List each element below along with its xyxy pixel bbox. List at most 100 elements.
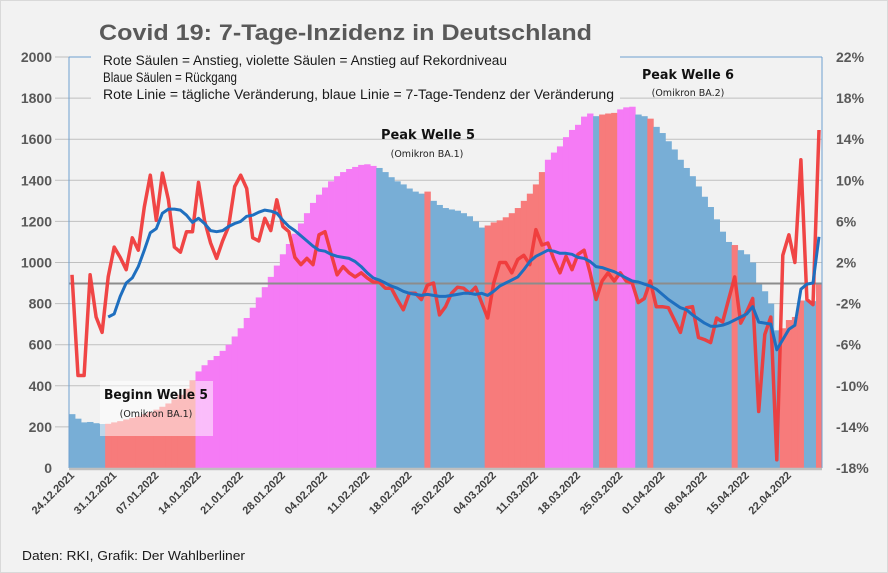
bar-record	[550, 152, 558, 468]
left-axis: 0 200 400 600 800 1000 1200 1400 1600 1800 2000	[21, 49, 52, 476]
annotation-title: Peak Welle 6	[642, 68, 734, 83]
bar-decline	[81, 422, 88, 468]
left-tick-label: 1600	[21, 131, 52, 147]
bar-decline	[430, 200, 437, 468]
bar-decline	[400, 184, 407, 468]
bar-decline	[641, 116, 648, 469]
bar-decline	[448, 209, 455, 469]
bar-rise	[490, 222, 498, 468]
bar-rise	[797, 300, 805, 468]
right-tick-label: 2%	[836, 255, 857, 271]
bar-record	[309, 202, 317, 468]
bar-decline	[99, 424, 106, 468]
bar-decline	[701, 196, 708, 469]
bar-rise	[532, 184, 540, 468]
bar-record	[225, 344, 233, 468]
bar-record	[285, 244, 293, 468]
bar-decline	[593, 116, 600, 469]
chart-title: Covid 19: 7-Tage-Inzidenz in Deutschland	[99, 20, 592, 45]
annotation-subtitle: (Omikron BA.2)	[652, 88, 725, 99]
bar-record	[243, 317, 251, 468]
bar-decline	[725, 241, 733, 468]
bar-record	[213, 356, 220, 468]
annotation-title: Peak Welle 5	[381, 128, 475, 143]
left-tick-label: 1200	[21, 213, 52, 229]
bar-decline	[394, 181, 401, 468]
bar-decline	[442, 208, 449, 469]
bar-decline	[87, 421, 94, 468]
bar-record	[231, 336, 239, 468]
bar-decline	[412, 191, 419, 468]
bar-decline	[69, 414, 76, 468]
bar-decline	[749, 262, 757, 468]
trend-7day-line	[107, 207, 821, 352]
bar-decline	[713, 219, 720, 468]
bar-decline	[472, 221, 480, 468]
bar-rise	[111, 422, 118, 468]
bar-decline	[743, 254, 751, 468]
bar-rise	[785, 320, 793, 468]
bar-record	[364, 164, 371, 468]
bar-record	[322, 187, 329, 469]
legend-box	[91, 49, 620, 103]
bar-decline	[436, 204, 443, 468]
bar-record	[279, 254, 287, 468]
bar-decline	[388, 177, 395, 468]
bar-decline	[767, 303, 775, 468]
bar-record	[562, 137, 570, 468]
bar-decline	[737, 250, 745, 468]
left-tick-label: 600	[29, 337, 53, 353]
bar-record	[328, 181, 335, 468]
bar-rise	[611, 112, 618, 469]
annotation-subtitle: (Omikron BA.1)	[391, 149, 464, 160]
bar-rise	[779, 328, 787, 468]
right-tick-label: 6%	[836, 213, 857, 229]
bar-rise	[791, 316, 799, 468]
bar-record	[261, 287, 269, 468]
bar-decline	[75, 418, 82, 468]
bar-decline	[671, 149, 678, 468]
bar-rise	[141, 414, 148, 468]
bar-decline	[761, 291, 769, 468]
bar-record	[297, 223, 305, 468]
bar-rise	[496, 220, 504, 468]
left-tick-label: 2000	[21, 49, 52, 65]
bar-decline	[689, 176, 696, 468]
bar-decline	[653, 126, 660, 469]
bar-record	[544, 159, 552, 468]
bar-decline	[695, 186, 702, 468]
bar-decline	[665, 141, 672, 468]
bar-record	[556, 146, 564, 468]
bar-rise	[815, 283, 823, 468]
bar-record	[575, 124, 582, 468]
bar-decline	[460, 213, 467, 468]
right-tick-label: -6%	[836, 337, 861, 353]
bar-record	[370, 165, 377, 469]
bar-decline	[677, 159, 684, 468]
bar-decline	[803, 300, 811, 468]
annotation-beginn-welle-5: Beginn Welle 5 (Omikron BA.1)	[100, 381, 213, 436]
incidence-bars	[69, 106, 823, 469]
bar-record	[267, 276, 275, 468]
bar-decline	[454, 210, 461, 468]
right-tick-label: 22%	[836, 49, 865, 65]
bar-record	[352, 166, 359, 468]
bar-rise	[135, 416, 142, 468]
left-tick-label: 1000	[21, 255, 52, 271]
bar-record	[623, 107, 630, 468]
bar-decline	[93, 423, 100, 468]
bar-rise	[526, 193, 534, 468]
bar-decline	[382, 172, 389, 468]
bar-record	[358, 164, 365, 468]
bar-record	[346, 169, 353, 468]
bar-record	[334, 176, 341, 468]
right-axis: -18% -14% -10% -6% -2% 2% 6% 10% 14% 18% 22%	[836, 49, 869, 476]
left-tick-label: 1800	[21, 90, 52, 106]
bar-record	[303, 213, 311, 468]
left-tick-label: 800	[29, 296, 53, 312]
bar-record	[340, 172, 347, 468]
right-tick-label: -10%	[836, 378, 869, 394]
legend-line-lines: Rote Linie = tägliche Veränderung, blaue…	[103, 87, 614, 102]
bar-record	[617, 109, 624, 469]
